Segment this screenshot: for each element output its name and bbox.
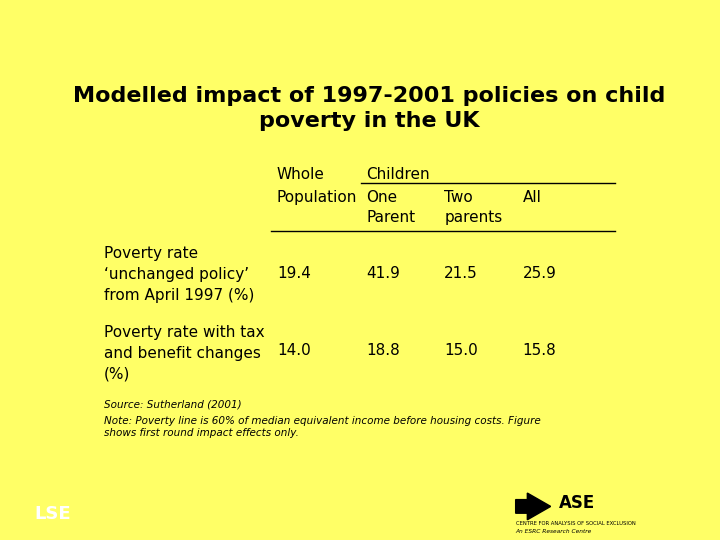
- Text: Poverty rate with tax
and benefit changes
(%): Poverty rate with tax and benefit change…: [104, 325, 264, 382]
- Text: One: One: [366, 190, 397, 205]
- FancyArrow shape: [516, 493, 551, 520]
- Text: 19.4: 19.4: [277, 266, 311, 281]
- Text: 41.9: 41.9: [366, 266, 400, 281]
- Text: Note: Poverty line is 60% of median equivalent income before housing costs. Figu: Note: Poverty line is 60% of median equi…: [104, 416, 541, 438]
- Text: Parent: Parent: [366, 210, 415, 225]
- Text: Children: Children: [366, 167, 430, 181]
- Text: LSE: LSE: [34, 505, 71, 523]
- Text: All: All: [523, 190, 541, 205]
- Text: Whole: Whole: [277, 167, 325, 181]
- Text: parents: parents: [444, 210, 503, 225]
- Text: 25.9: 25.9: [523, 266, 557, 281]
- Text: Poverty rate
‘unchanged policy’
from April 1997 (%): Poverty rate ‘unchanged policy’ from Apr…: [104, 246, 254, 303]
- Text: Source: Sutherland (2001): Source: Sutherland (2001): [104, 400, 242, 409]
- Text: Population: Population: [277, 190, 357, 205]
- Text: Modelled impact of 1997-2001 policies on child
poverty in the UK: Modelled impact of 1997-2001 policies on…: [73, 85, 665, 131]
- Text: 18.8: 18.8: [366, 343, 400, 359]
- Text: 14.0: 14.0: [277, 343, 311, 359]
- Text: 21.5: 21.5: [444, 266, 478, 281]
- Text: 15.0: 15.0: [444, 343, 478, 359]
- Text: ASE: ASE: [559, 494, 595, 512]
- Text: 15.8: 15.8: [523, 343, 557, 359]
- Text: CENTRE FOR ANALYSIS OF SOCIAL EXCLUSION: CENTRE FOR ANALYSIS OF SOCIAL EXCLUSION: [516, 522, 636, 526]
- Text: An ESRC Research Centre: An ESRC Research Centre: [516, 529, 592, 534]
- Text: Two: Two: [444, 190, 473, 205]
